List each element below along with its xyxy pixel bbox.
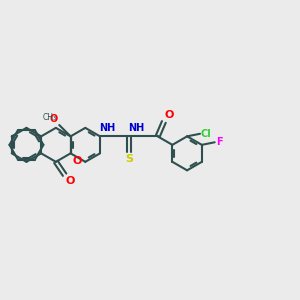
- Text: NH: NH: [99, 123, 115, 133]
- Text: S: S: [125, 154, 133, 164]
- Text: O: O: [66, 176, 75, 186]
- Text: O: O: [73, 156, 82, 166]
- Text: NH: NH: [128, 123, 144, 133]
- Text: CH₃: CH₃: [43, 113, 57, 122]
- Text: O: O: [50, 114, 58, 124]
- Text: Cl: Cl: [201, 129, 212, 139]
- Text: F: F: [216, 137, 222, 147]
- Text: O: O: [164, 110, 174, 120]
